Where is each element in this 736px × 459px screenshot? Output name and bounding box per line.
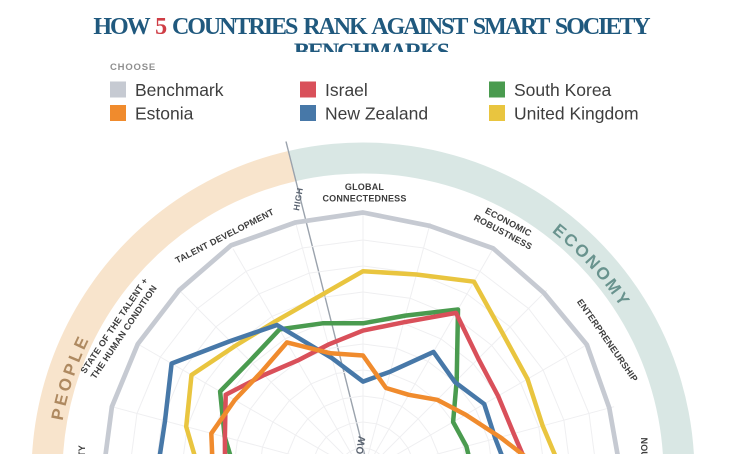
svg-text:BENCHMARKS: BENCHMARKS (294, 39, 450, 65)
svg-text:United Kingdom: United Kingdom (514, 104, 639, 124)
svg-text:CONNECTEDNESS: CONNECTEDNESS (322, 193, 406, 203)
svg-text:Benchmark: Benchmark (135, 80, 224, 100)
svg-text:South Korea: South Korea (514, 80, 612, 100)
svg-text:CHOOSE: CHOOSE (110, 62, 156, 73)
svg-text:New Zealand: New Zealand (325, 104, 428, 124)
svg-text:LOW: LOW (353, 435, 368, 454)
svg-text:HIGH: HIGH (291, 187, 305, 212)
svg-text:GLOBAL: GLOBAL (345, 182, 384, 192)
svg-text:NOURISHING: NOURISHING (639, 438, 649, 455)
svg-text:SECURITY: SECURITY (77, 445, 87, 454)
svg-text:Israel: Israel (325, 80, 368, 100)
svg-text:Estonia: Estonia (135, 104, 194, 124)
svg-text:HOW 5 COUNTRIES RANK AGAINST S: HOW 5 COUNTRIES RANK AGAINST SMART SOCIE… (93, 14, 650, 40)
